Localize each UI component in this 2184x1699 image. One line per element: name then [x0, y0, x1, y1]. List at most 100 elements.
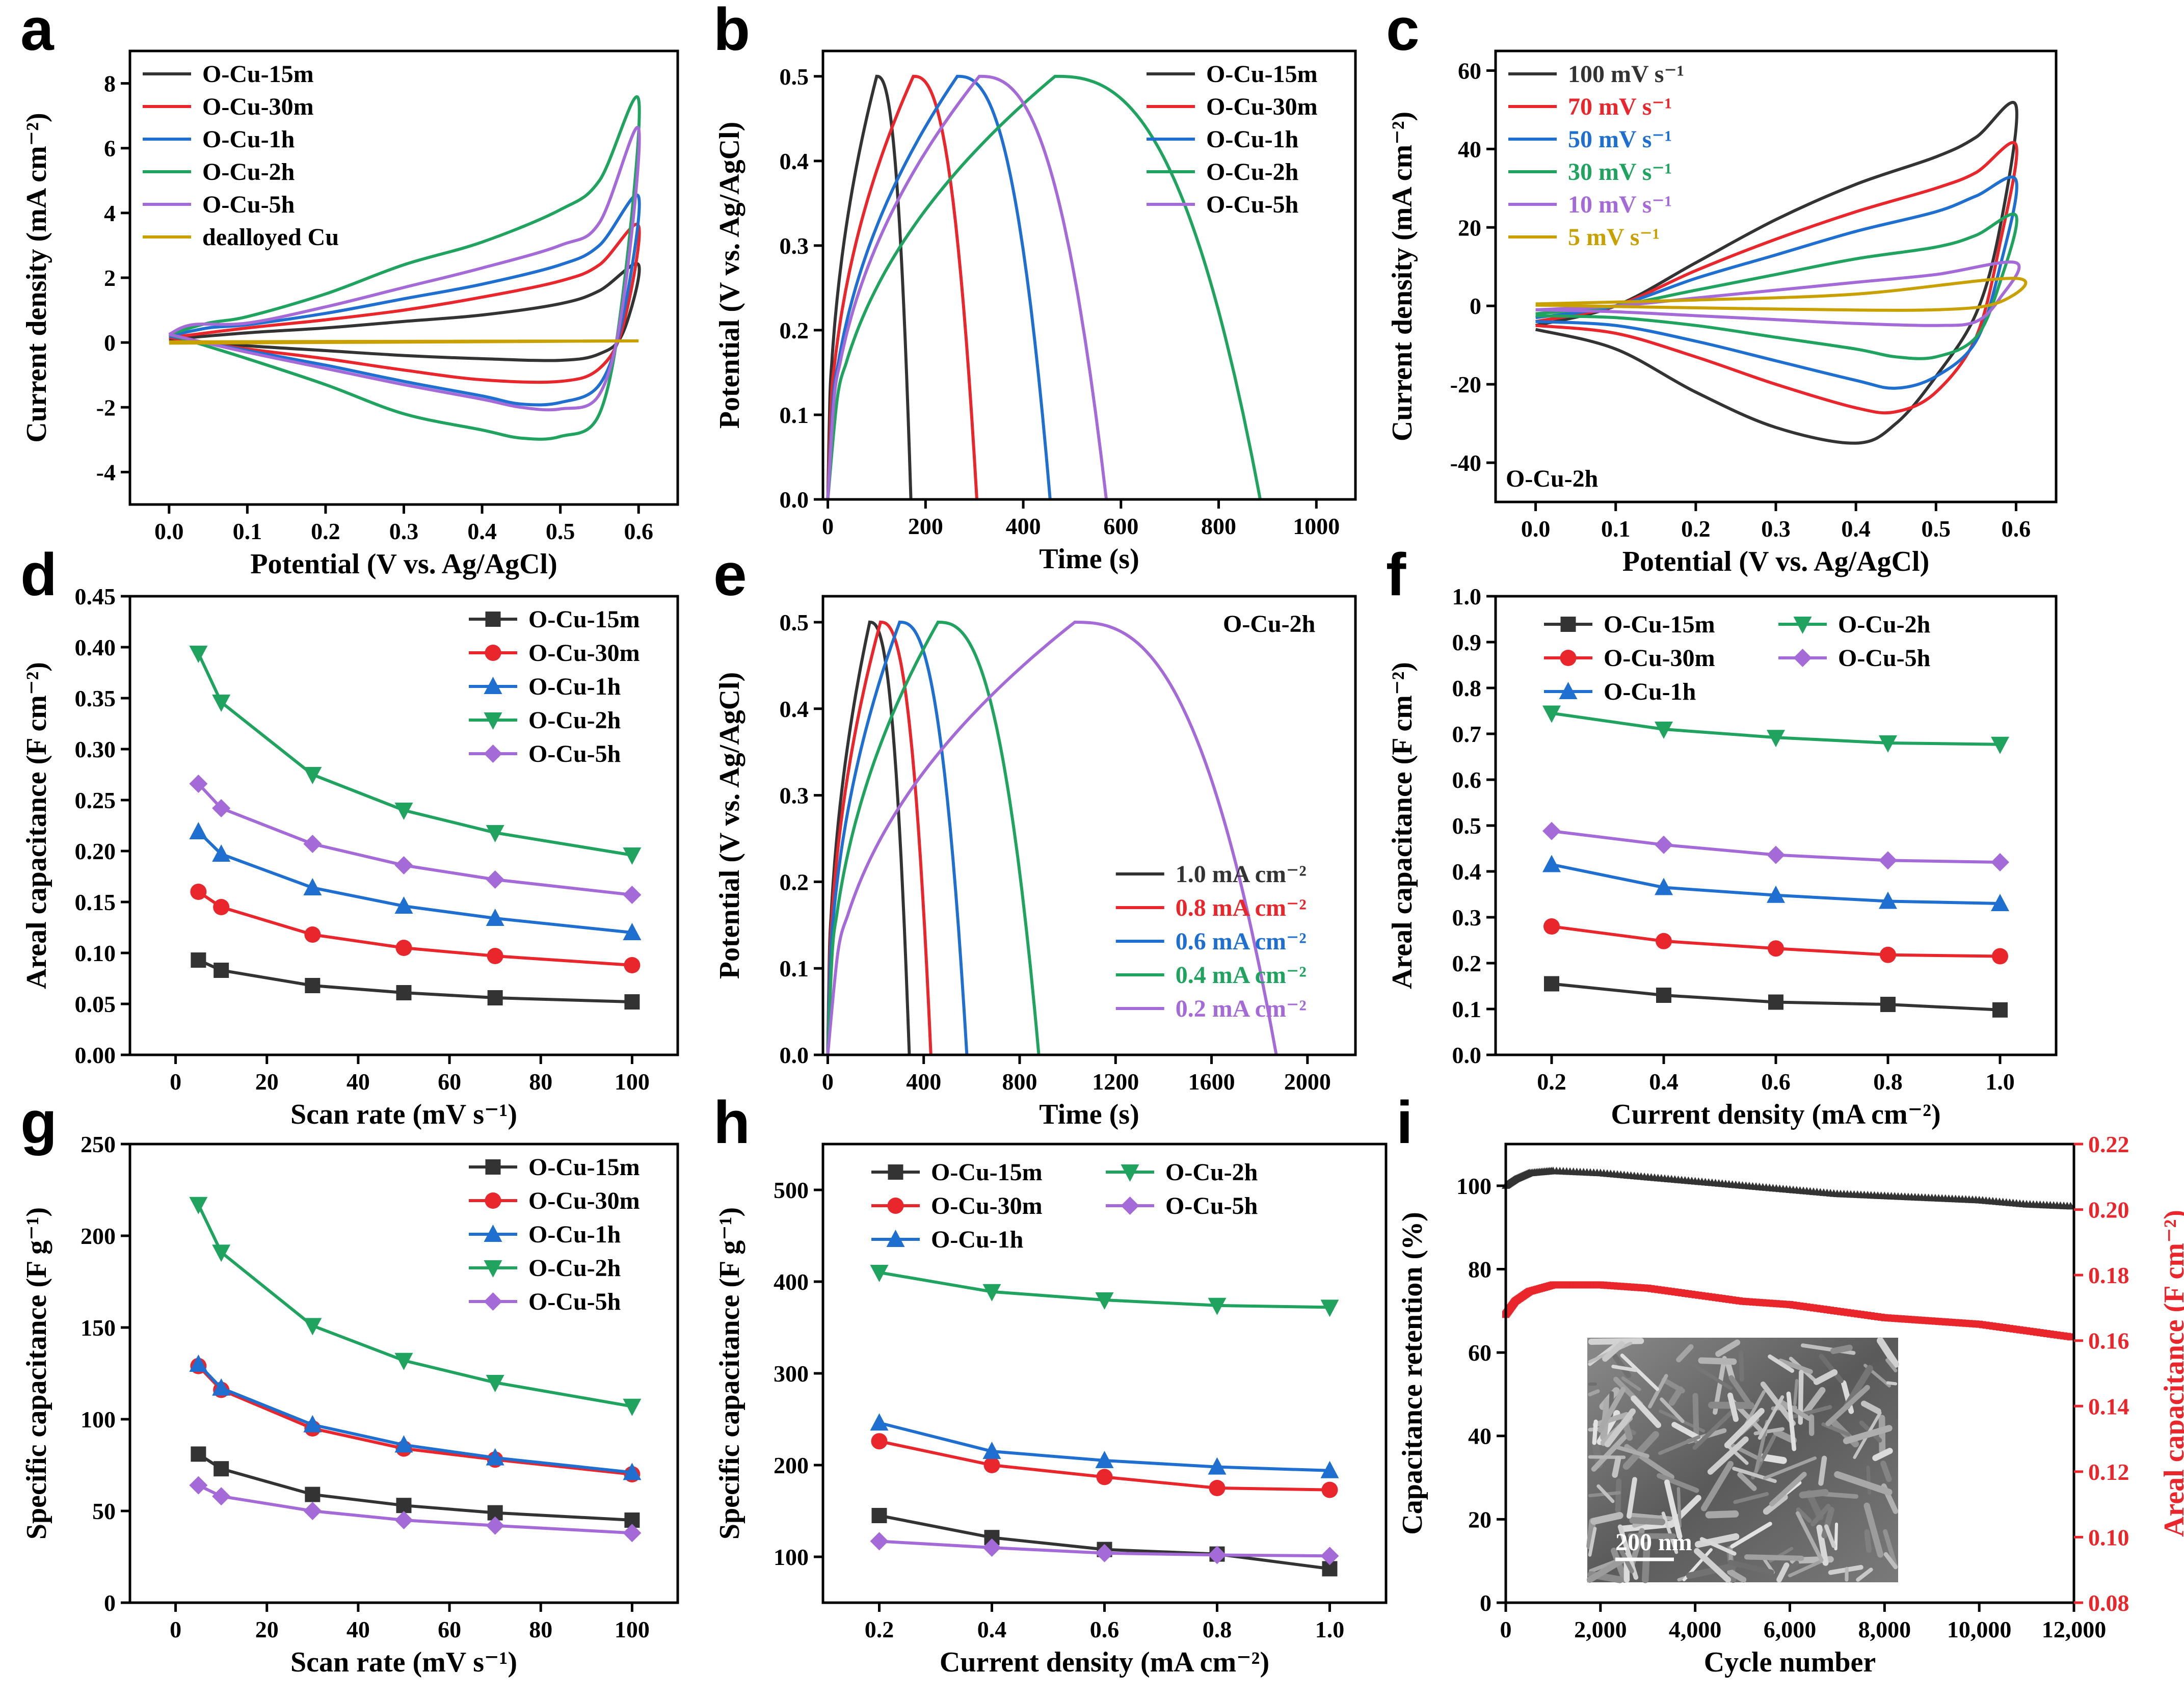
data-point-g-0-0: [191, 1446, 206, 1462]
sem-flake: [1590, 1512, 1623, 1525]
sem-flake: [1728, 1375, 1754, 1410]
y-tick-label: -40: [1450, 450, 1481, 476]
x-tick-label: 1600: [1188, 1069, 1235, 1095]
x-tick-label: 0.4: [1841, 516, 1871, 542]
legend-marker: [1121, 1164, 1139, 1182]
data-point-d-4-0: [189, 775, 208, 793]
sem-flake: [1668, 1386, 1684, 1406]
cycle-point: [2066, 1202, 2075, 1210]
y-tick-label: 0: [1480, 1590, 1491, 1616]
legend-label: 0.8 mA cm⁻²: [1176, 894, 1307, 921]
legend-label: 0.4 mA cm⁻²: [1176, 962, 1307, 989]
sem-flake: [1615, 1445, 1649, 1458]
series-line-g-1: [197, 1365, 632, 1476]
data-point-d-3-1: [212, 695, 231, 712]
legend-label: dealloyed Cu: [202, 224, 339, 251]
legend-label: O-Cu-30m: [931, 1192, 1043, 1219]
series-line-a-3: [168, 95, 641, 441]
data-point-g-2-0: [189, 1355, 208, 1372]
sem-flake: [1676, 1486, 1682, 1528]
panel-a: 0.0 0.1 0.2 0.3 0.4 0.5 0.6 -4 -2 0 2 4 6 8 Potential …: [20, 0, 679, 580]
sem-flake: [1648, 1374, 1668, 1409]
y-axis-right-title: Areal capacitance (F cm⁻²): [2159, 1210, 2184, 1537]
series-group: [1502, 1166, 2075, 1341]
sem-flake: [1592, 1412, 1629, 1427]
legend-label: O-Cu-2h: [1206, 158, 1298, 185]
data-point-h-2-2: [1095, 1451, 1114, 1468]
legend-marker: [887, 1198, 904, 1214]
y-tick-label: 0.0: [1452, 1042, 1482, 1068]
legend-marker: [484, 745, 502, 763]
data-point-h-1-4: [1321, 1481, 1338, 1498]
y-tick-label: 0.20: [75, 838, 116, 864]
y-tick-label: -2: [96, 394, 116, 420]
data-point-h-3-2: [1095, 1292, 1114, 1310]
sem-flake: [1621, 1376, 1641, 1391]
sem-flake: [1627, 1477, 1637, 1519]
y-axis: 0 50 100 150 200 250: [81, 1131, 130, 1616]
data-point-h-3-1: [982, 1284, 1001, 1302]
data-point-g-3-5: [623, 1398, 642, 1416]
legend-label: O-Cu-5h: [1838, 645, 1930, 672]
legend-label: O-Cu-1h: [931, 1226, 1023, 1253]
x-tick-label: 0.8: [1203, 1616, 1232, 1642]
sem-flake: [1799, 1489, 1829, 1499]
legend-marker: [888, 1164, 903, 1180]
x-axis-title: Cycle number: [1704, 1647, 1876, 1678]
y-tick-label: 0: [1470, 293, 1481, 319]
legend-label: O-Cu-30m: [528, 1187, 640, 1214]
sem-flake: [1825, 1385, 1870, 1426]
data-point-f-4-3: [1879, 851, 1897, 870]
legend-label: O-Cu-1h: [528, 1221, 621, 1248]
sem-flake: [1622, 1431, 1659, 1470]
y-right-tick-label: 0.20: [2088, 1197, 2129, 1223]
data-point-g-3-4: [486, 1375, 504, 1392]
sem-flake: [1699, 1537, 1737, 1556]
data-point-h-1-1: [983, 1457, 1000, 1473]
cycle-point: [2067, 1333, 2074, 1341]
data-point-d-0-5: [624, 994, 640, 1010]
sem-flake: [1843, 1425, 1893, 1444]
sem-flake: [1737, 1472, 1757, 1491]
x-tick-label: 0.1: [233, 518, 262, 544]
x-tick-label: 0.4: [467, 518, 497, 544]
y-tick-label: 0.10: [75, 940, 116, 966]
sem-flake: [1588, 1527, 1597, 1557]
sem-flake: [1776, 1562, 1790, 1583]
legend-marker: [485, 1192, 501, 1209]
sem-flake: [1586, 1518, 1596, 1550]
x-tick-label: 0.4: [1649, 1069, 1679, 1095]
sem-flake: [1629, 1517, 1666, 1526]
data-point-h-4-2: [1095, 1544, 1114, 1562]
data-point-g-4-2: [303, 1502, 322, 1520]
data-point-g-4-0: [189, 1476, 208, 1495]
x-axis-title: Potential (V vs. Ag/AgCl): [250, 548, 557, 580]
legend-marker: [1793, 649, 1812, 667]
data-point-g-3-0: [189, 1197, 208, 1214]
y-tick-label: 200: [81, 1223, 116, 1249]
sem-flake: [1778, 1358, 1813, 1374]
legend-label: O-Cu-2h: [528, 1255, 621, 1282]
data-point-h-3-3: [1208, 1297, 1227, 1315]
data-point-f-1-2: [1768, 940, 1784, 957]
x-tick-label: 8,000: [1858, 1616, 1911, 1642]
data-point-d-2-2: [303, 878, 322, 895]
x-tick-label: 1000: [1293, 513, 1340, 539]
data-point-d-4-2: [303, 835, 322, 853]
y-tick-label: 80: [1468, 1256, 1491, 1282]
data-point-f-0-0: [1544, 976, 1559, 992]
sem-flake: [1866, 1466, 1872, 1495]
legend-label: O-Cu-1h: [202, 126, 295, 153]
data-point-d-1-1: [213, 899, 230, 915]
legend-label: O-Cu-5h: [1206, 191, 1298, 218]
data-point-d-4-5: [623, 886, 642, 904]
data-point-d-2-4: [486, 909, 504, 926]
y-tick-label: 20: [1458, 215, 1481, 241]
axes-frame: [821, 595, 1357, 1056]
data-point-h-2-0: [870, 1413, 889, 1431]
sem-flake: [1686, 1562, 1737, 1579]
x-tick-label: 200: [908, 513, 943, 539]
x-tick-label: 800: [1201, 513, 1236, 539]
data-point-g-2-5: [623, 1463, 642, 1480]
sem-flake: [1705, 1510, 1739, 1519]
